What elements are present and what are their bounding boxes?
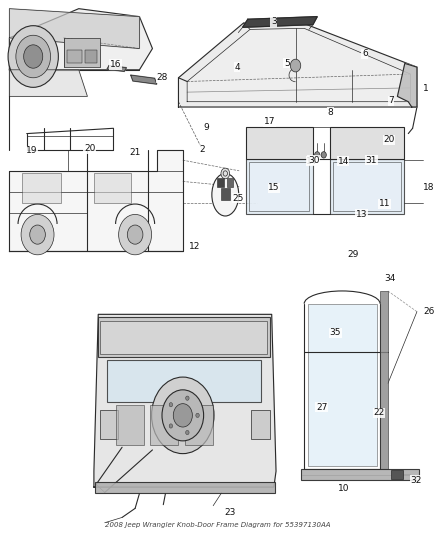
Text: 28: 28 bbox=[156, 73, 168, 82]
Bar bbox=[301, 469, 419, 480]
Polygon shape bbox=[107, 66, 127, 71]
Bar bbox=[94, 173, 131, 203]
Text: 14: 14 bbox=[306, 157, 318, 166]
Bar bbox=[98, 317, 269, 357]
Circle shape bbox=[127, 225, 143, 244]
Text: 4: 4 bbox=[234, 63, 240, 71]
Bar bbox=[330, 159, 404, 214]
Circle shape bbox=[186, 396, 189, 400]
Bar bbox=[64, 38, 100, 67]
Ellipse shape bbox=[212, 173, 239, 216]
Text: 12: 12 bbox=[189, 242, 201, 251]
Bar bbox=[22, 173, 61, 203]
Bar bbox=[246, 127, 313, 159]
Text: 15: 15 bbox=[268, 183, 279, 192]
Text: 11: 11 bbox=[379, 199, 390, 208]
Bar bbox=[67, 50, 82, 63]
Bar bbox=[307, 304, 377, 466]
Bar bbox=[391, 470, 403, 479]
Bar bbox=[251, 410, 269, 439]
Circle shape bbox=[314, 152, 320, 158]
Text: 9: 9 bbox=[204, 123, 209, 132]
Bar bbox=[150, 405, 178, 445]
Circle shape bbox=[16, 35, 50, 78]
Bar bbox=[95, 482, 275, 494]
Bar bbox=[116, 405, 144, 445]
Text: 30: 30 bbox=[308, 156, 319, 165]
Text: 13: 13 bbox=[356, 210, 367, 219]
Circle shape bbox=[169, 424, 173, 428]
Text: 25: 25 bbox=[233, 194, 244, 203]
Text: 32: 32 bbox=[410, 476, 422, 484]
Text: 18: 18 bbox=[424, 183, 435, 192]
Text: 23: 23 bbox=[224, 507, 235, 516]
Polygon shape bbox=[178, 22, 417, 107]
Polygon shape bbox=[131, 75, 157, 84]
Text: 16: 16 bbox=[110, 60, 121, 69]
Text: 34: 34 bbox=[385, 273, 396, 282]
Polygon shape bbox=[9, 70, 88, 96]
Text: 1: 1 bbox=[424, 84, 429, 93]
Circle shape bbox=[221, 168, 230, 179]
Bar bbox=[380, 291, 388, 469]
Circle shape bbox=[30, 225, 46, 244]
Text: 6: 6 bbox=[362, 50, 368, 58]
Circle shape bbox=[152, 377, 214, 454]
Text: 8: 8 bbox=[327, 108, 333, 117]
Bar bbox=[100, 321, 267, 354]
Bar bbox=[221, 188, 230, 200]
Text: 22: 22 bbox=[373, 408, 385, 417]
Polygon shape bbox=[243, 17, 317, 27]
Polygon shape bbox=[9, 9, 152, 70]
Polygon shape bbox=[9, 150, 183, 251]
Circle shape bbox=[21, 214, 54, 255]
Text: 10: 10 bbox=[338, 484, 349, 493]
Text: 20: 20 bbox=[84, 144, 95, 153]
Text: 20: 20 bbox=[383, 135, 395, 144]
Circle shape bbox=[169, 402, 173, 407]
Bar bbox=[333, 162, 401, 211]
Circle shape bbox=[186, 431, 189, 435]
Bar bbox=[85, 50, 97, 63]
Circle shape bbox=[119, 214, 152, 255]
Text: 2: 2 bbox=[199, 145, 205, 154]
Bar bbox=[246, 159, 313, 214]
Text: 19: 19 bbox=[26, 146, 38, 155]
Polygon shape bbox=[9, 9, 139, 49]
Text: 5: 5 bbox=[284, 59, 290, 68]
Text: 17: 17 bbox=[264, 117, 275, 126]
Circle shape bbox=[24, 45, 43, 68]
Bar bbox=[185, 405, 213, 445]
Bar bbox=[107, 360, 261, 402]
Bar bbox=[218, 178, 223, 187]
Text: 14: 14 bbox=[338, 157, 349, 166]
Text: 29: 29 bbox=[347, 251, 358, 260]
Text: 31: 31 bbox=[366, 156, 377, 165]
Circle shape bbox=[162, 390, 204, 441]
Text: 27: 27 bbox=[316, 403, 327, 412]
Text: 2008 Jeep Wrangler Knob-Door Frame Diagram for 55397130AA: 2008 Jeep Wrangler Knob-Door Frame Diagr… bbox=[105, 522, 330, 528]
Circle shape bbox=[8, 26, 58, 87]
Text: 7: 7 bbox=[388, 96, 394, 105]
Polygon shape bbox=[187, 28, 410, 102]
Text: 21: 21 bbox=[129, 148, 141, 157]
Bar bbox=[330, 127, 404, 159]
Polygon shape bbox=[397, 63, 417, 107]
Text: 26: 26 bbox=[424, 307, 435, 316]
Circle shape bbox=[321, 152, 326, 158]
Text: 35: 35 bbox=[330, 328, 341, 337]
Bar bbox=[227, 178, 233, 187]
Text: 3: 3 bbox=[271, 18, 277, 27]
Bar bbox=[99, 410, 118, 439]
Bar bbox=[249, 162, 309, 211]
Circle shape bbox=[290, 59, 301, 72]
Circle shape bbox=[173, 403, 192, 427]
Circle shape bbox=[196, 413, 199, 417]
Polygon shape bbox=[94, 314, 276, 487]
